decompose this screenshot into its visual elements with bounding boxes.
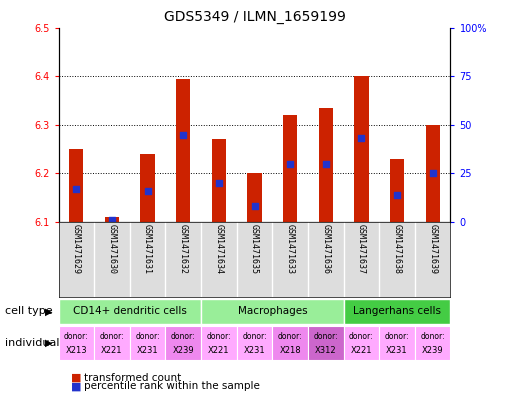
Point: [144, 188, 152, 194]
Bar: [130, 326, 165, 360]
Text: GSM1471637: GSM1471637: [357, 224, 366, 274]
Bar: [105, 217, 119, 222]
Point: [108, 217, 116, 223]
Point: [357, 135, 365, 141]
Text: GSM1471638: GSM1471638: [392, 224, 402, 274]
Bar: [237, 326, 272, 360]
Point: [393, 192, 401, 198]
Text: X213: X213: [66, 346, 87, 355]
Text: GSM1471629: GSM1471629: [72, 224, 81, 274]
Text: X312: X312: [315, 346, 336, 355]
Bar: [426, 125, 440, 222]
Text: GSM1471631: GSM1471631: [143, 224, 152, 274]
Text: GSM1471633: GSM1471633: [286, 224, 295, 274]
Text: donor:: donor:: [207, 332, 231, 342]
Point: [322, 161, 330, 167]
Bar: [176, 79, 190, 222]
Bar: [344, 326, 379, 360]
Bar: [212, 140, 226, 222]
Text: Langerhans cells: Langerhans cells: [353, 307, 441, 316]
Bar: [69, 149, 83, 222]
Text: donor:: donor:: [100, 332, 124, 342]
Text: Macrophages: Macrophages: [238, 307, 307, 316]
Point: [429, 170, 437, 176]
Bar: [59, 299, 201, 324]
Text: donor:: donor:: [420, 332, 445, 342]
Text: X221: X221: [351, 346, 372, 355]
Text: GSM1471634: GSM1471634: [214, 224, 223, 274]
Bar: [344, 299, 450, 324]
Text: GSM1471630: GSM1471630: [107, 224, 117, 274]
Text: cell type: cell type: [5, 307, 53, 316]
Text: donor:: donor:: [314, 332, 338, 342]
Bar: [415, 326, 450, 360]
Text: X231: X231: [244, 346, 265, 355]
Text: percentile rank within the sample: percentile rank within the sample: [84, 381, 260, 391]
Text: donor:: donor:: [242, 332, 267, 342]
Bar: [283, 115, 297, 222]
Bar: [94, 326, 130, 360]
Bar: [319, 108, 333, 222]
Text: X218: X218: [279, 346, 301, 355]
Text: X231: X231: [137, 346, 158, 355]
Text: ▶: ▶: [45, 307, 52, 316]
Bar: [165, 326, 201, 360]
Text: X239: X239: [173, 346, 194, 355]
Bar: [201, 299, 344, 324]
Text: donor:: donor:: [64, 332, 89, 342]
Point: [179, 131, 187, 138]
Text: ■: ■: [64, 373, 81, 383]
Text: X231: X231: [386, 346, 408, 355]
Text: transformed count: transformed count: [84, 373, 181, 383]
Text: CD14+ dendritic cells: CD14+ dendritic cells: [73, 307, 187, 316]
Bar: [247, 173, 262, 222]
Text: GSM1471632: GSM1471632: [179, 224, 188, 274]
Text: donor:: donor:: [278, 332, 302, 342]
Bar: [59, 326, 94, 360]
Text: donor:: donor:: [135, 332, 160, 342]
Text: individual: individual: [5, 338, 60, 348]
Text: donor:: donor:: [385, 332, 409, 342]
Text: donor:: donor:: [171, 332, 195, 342]
Text: GSM1471635: GSM1471635: [250, 224, 259, 274]
Point: [250, 203, 259, 209]
Bar: [379, 326, 415, 360]
Text: GDS5349 / ILMN_1659199: GDS5349 / ILMN_1659199: [163, 10, 346, 24]
Text: donor:: donor:: [349, 332, 374, 342]
Bar: [272, 326, 308, 360]
Text: X221: X221: [208, 346, 230, 355]
Text: GSM1471639: GSM1471639: [428, 224, 437, 274]
Bar: [308, 326, 344, 360]
Text: X239: X239: [422, 346, 443, 355]
Text: GSM1471636: GSM1471636: [321, 224, 330, 274]
Bar: [140, 154, 155, 222]
Text: ▶: ▶: [45, 338, 52, 348]
Point: [215, 180, 223, 186]
Point: [286, 161, 294, 167]
Text: X221: X221: [101, 346, 123, 355]
Bar: [201, 326, 237, 360]
Bar: [390, 159, 404, 222]
Text: ■: ■: [64, 381, 81, 391]
Point: [72, 186, 80, 192]
Bar: [354, 76, 369, 222]
